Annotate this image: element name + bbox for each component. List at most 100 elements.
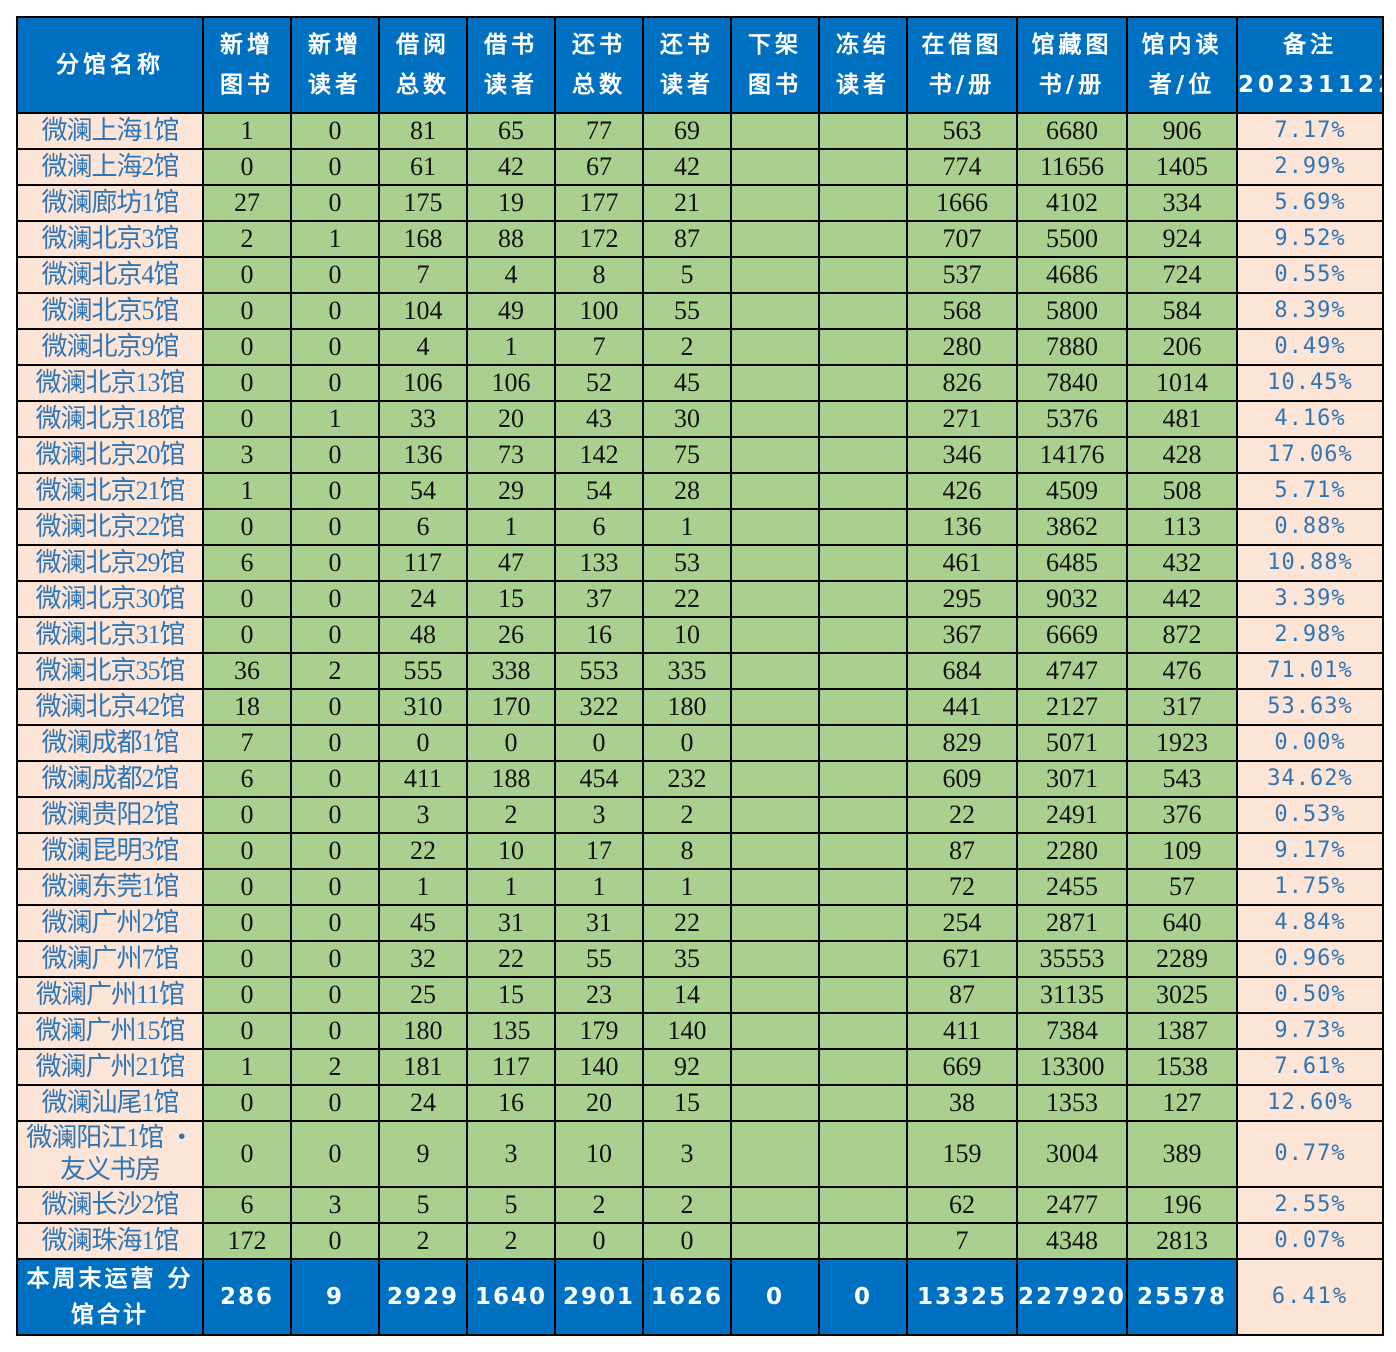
cell-collection-books: 7384	[1016, 1012, 1128, 1050]
cell-returning-readers: 75	[642, 436, 732, 474]
cell-borrowing-readers: 1	[466, 868, 556, 906]
table-row: 微澜北京29馆 6 0 117 47 133 53 461 6485 432 10.88%	[16, 544, 1384, 582]
cell-borrowing-readers: 19	[466, 184, 556, 222]
cell-new-books: 0	[202, 400, 292, 438]
table-row: 微澜北京9馆 0 0 4 1 7 2 280 7880 206 0.49%	[16, 328, 1384, 366]
header-note-20231122: 备注 20231122	[1236, 16, 1384, 114]
cell-borrowing-readers: 1	[466, 508, 556, 546]
cell-total-returns: 20	[554, 1084, 644, 1122]
cell-new-readers: 0	[290, 112, 380, 150]
cell-branch-name: 微澜成都1馆	[16, 724, 204, 762]
cell-total-borrows: 106	[378, 364, 468, 402]
cell-collection-books: 2871	[1016, 904, 1128, 942]
total-returning-readers: 1626	[642, 1258, 732, 1336]
cell-borrowing-readers: 65	[466, 112, 556, 150]
cell-new-readers: 1	[290, 220, 380, 258]
cell-in-library-readers: 640	[1126, 904, 1238, 942]
cell-books-on-loan: 136	[906, 508, 1018, 546]
cell-note-20231122: 34.62%	[1236, 760, 1384, 798]
cell-branch-name: 微澜北京30馆	[16, 580, 204, 618]
table-row: 微澜广州11馆 0 0 25 15 23 14 87 31135 3025 0.50%	[16, 976, 1384, 1014]
cell-borrowing-readers: 4	[466, 256, 556, 294]
table-row: 微澜北京42馆 18 0 310 170 322 180 441 2127 317 53.63%	[16, 688, 1384, 726]
cell-new-readers: 0	[290, 364, 380, 402]
cell-frozen-readers	[818, 688, 908, 726]
cell-in-library-readers: 334	[1126, 184, 1238, 222]
cell-branch-name: 微澜北京9馆	[16, 328, 204, 366]
cell-in-library-readers: 724	[1126, 256, 1238, 294]
cell-new-readers: 0	[290, 976, 380, 1014]
cell-delisted-books	[730, 1186, 820, 1224]
cell-branch-name: 微澜东莞1馆	[16, 868, 204, 906]
cell-books-on-loan: 87	[906, 976, 1018, 1014]
table-row: 微澜北京4馆 0 0 7 4 8 5 537 4686 724 0.55%	[16, 256, 1384, 294]
header-label: 下架	[748, 32, 802, 58]
cell-delisted-books	[730, 472, 820, 510]
cell-total-borrows: 411	[378, 760, 468, 798]
cell-returning-readers: 87	[642, 220, 732, 258]
total-books-on-loan: 13325	[906, 1258, 1018, 1336]
header-label: 借阅	[396, 32, 450, 58]
cell-collection-books: 6485	[1016, 544, 1128, 582]
cell-new-readers: 0	[290, 688, 380, 726]
cell-in-library-readers: 872	[1126, 616, 1238, 654]
cell-new-books: 1	[202, 112, 292, 150]
cell-new-readers: 2	[290, 1048, 380, 1086]
cell-frozen-readers	[818, 1120, 908, 1188]
cell-books-on-loan: 441	[906, 688, 1018, 726]
cell-frozen-readers	[818, 760, 908, 798]
cell-new-readers: 0	[290, 1120, 380, 1188]
cell-new-readers: 0	[290, 1012, 380, 1050]
cell-new-books: 0	[202, 148, 292, 186]
header-delisted-books: 下架 图书	[730, 16, 820, 114]
cell-new-books: 0	[202, 904, 292, 942]
cell-total-returns: 100	[554, 292, 644, 330]
cell-books-on-loan: 38	[906, 1084, 1018, 1122]
cell-books-on-loan: 426	[906, 472, 1018, 510]
cell-borrowing-readers: 15	[466, 580, 556, 618]
table-row: 微澜昆明3馆 0 0 22 10 17 8 87 2280 109 9.17%	[16, 832, 1384, 870]
cell-frozen-readers	[818, 940, 908, 978]
cell-collection-books: 6669	[1016, 616, 1128, 654]
cell-total-borrows: 310	[378, 688, 468, 726]
cell-branch-name: 微澜长沙2馆	[16, 1186, 204, 1224]
cell-new-readers: 0	[290, 904, 380, 942]
cell-delisted-books	[730, 1084, 820, 1122]
cell-note-20231122: 1.75%	[1236, 868, 1384, 906]
cell-total-returns: 55	[554, 940, 644, 978]
cell-new-books: 0	[202, 328, 292, 366]
header-label: 总数	[396, 72, 450, 98]
cell-note-20231122: 8.39%	[1236, 292, 1384, 330]
header-label: 读者	[836, 72, 890, 98]
cell-returning-readers: 69	[642, 112, 732, 150]
cell-total-returns: 37	[554, 580, 644, 618]
cell-total-borrows: 168	[378, 220, 468, 258]
cell-branch-name: 微澜上海1馆	[16, 112, 204, 150]
cell-in-library-readers: 1923	[1126, 724, 1238, 762]
cell-delisted-books	[730, 1012, 820, 1050]
cell-books-on-loan: 411	[906, 1012, 1018, 1050]
cell-books-on-loan: 22	[906, 796, 1018, 834]
cell-note-20231122: 53.63%	[1236, 688, 1384, 726]
cell-note-20231122: 0.53%	[1236, 796, 1384, 834]
cell-total-borrows: 0	[378, 724, 468, 762]
cell-new-readers: 3	[290, 1186, 380, 1224]
cell-returning-readers: 21	[642, 184, 732, 222]
cell-new-readers: 0	[290, 544, 380, 582]
cell-returning-readers: 45	[642, 364, 732, 402]
cell-delisted-books	[730, 760, 820, 798]
header-label: 图书	[748, 72, 802, 98]
table-row: 微澜北京3馆 2 1 168 88 172 87 707 5500 924 9.52%	[16, 220, 1384, 258]
cell-branch-name: 微澜北京29馆	[16, 544, 204, 582]
cell-branch-name: 微澜北京4馆	[16, 256, 204, 294]
cell-frozen-readers	[818, 220, 908, 258]
cell-returning-readers: 14	[642, 976, 732, 1014]
cell-note-20231122: 5.69%	[1236, 184, 1384, 222]
cell-note-20231122: 0.55%	[1236, 256, 1384, 294]
cell-returning-readers: 232	[642, 760, 732, 798]
cell-books-on-loan: 684	[906, 652, 1018, 690]
cell-new-books: 0	[202, 292, 292, 330]
table-row: 微澜北京30馆 0 0 24 15 37 22 295 9032 442 3.39%	[16, 580, 1384, 618]
cell-in-library-readers: 317	[1126, 688, 1238, 726]
cell-collection-books: 2280	[1016, 832, 1128, 870]
